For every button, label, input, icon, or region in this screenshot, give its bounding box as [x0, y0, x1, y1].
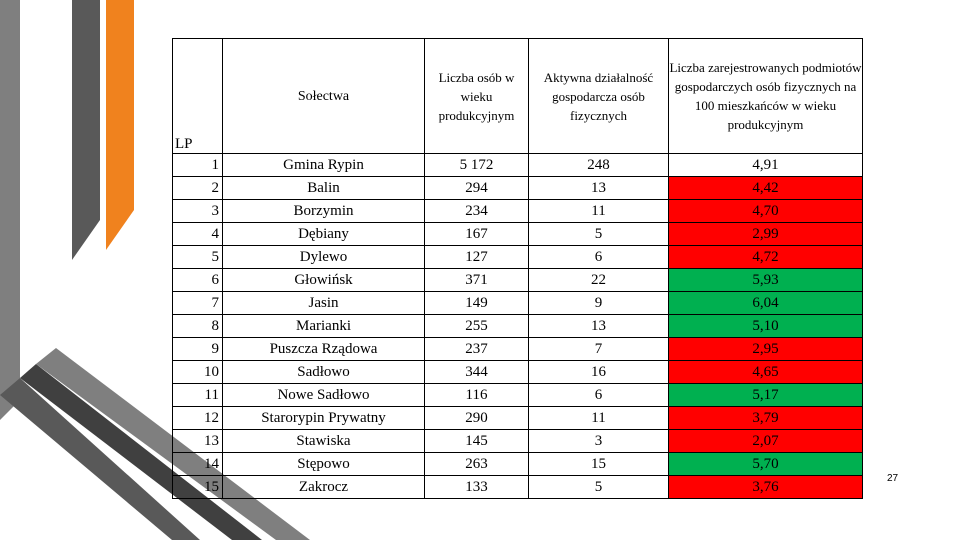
table-row: 10 Sadłowo 344 16 4,65 [172, 360, 863, 384]
table-row: 15 Zakrocz 133 5 3,76 [172, 475, 863, 499]
wiek-produkcyjny-cell: 127 [424, 245, 529, 269]
table-row: 13 Stawiska 145 3 2,07 [172, 429, 863, 453]
aktywna-dzialalnosc-cell: 5 [528, 222, 669, 246]
lp-cell: 10 [172, 360, 223, 384]
aktywna-dzialalnosc-cell: 9 [528, 291, 669, 315]
wiek-produkcyjny-cell: 344 [424, 360, 529, 384]
solectwo-cell: Głowińsk [222, 268, 425, 292]
wiek-produkcyjny-cell: 237 [424, 337, 529, 361]
wiek-produkcyjny-cell: 116 [424, 383, 529, 407]
lp-cell: 14 [172, 452, 223, 476]
aktywna-dzialalnosc-cell: 16 [528, 360, 669, 384]
table-row: 9 Puszcza Rządowa 237 7 2,95 [172, 337, 863, 361]
liczba-zarejestrowanych-cell: 3,79 [668, 406, 863, 430]
aktywna-dzialalnosc-cell: 13 [528, 314, 669, 338]
statistics-table: LP Sołectwa Liczba osób w wieku produkcy… [172, 38, 863, 499]
solectwo-cell: Zakrocz [222, 475, 425, 499]
aktywna-dzialalnosc-cell: 6 [528, 383, 669, 407]
table-row: 4 Dębiany 167 5 2,99 [172, 222, 863, 246]
aktywna-dzialalnosc-cell: 6 [528, 245, 669, 269]
solectwo-cell: Sadłowo [222, 360, 425, 384]
lp-cell: 9 [172, 337, 223, 361]
wiek-produkcyjny-cell: 234 [424, 199, 529, 223]
aktywna-dzialalnosc-cell: 5 [528, 475, 669, 499]
table-row: 14 Stępowo 263 15 5,70 [172, 452, 863, 476]
wiek-produkcyjny-cell: 149 [424, 291, 529, 315]
solectwo-cell: Marianki [222, 314, 425, 338]
page-number: 27 [887, 473, 899, 484]
header-wiek-produkcyjny: Liczba osób w wieku produkcyjnym [424, 38, 529, 154]
aktywna-dzialalnosc-cell: 7 [528, 337, 669, 361]
lp-cell: 3 [172, 199, 223, 223]
aktywna-dzialalnosc-cell: 248 [528, 153, 669, 177]
lp-cell: 15 [172, 475, 223, 499]
lp-cell: 6 [172, 268, 223, 292]
lp-cell: 8 [172, 314, 223, 338]
header-lp: LP [172, 38, 223, 154]
lp-cell: 1 [172, 153, 223, 177]
lp-cell: 4 [172, 222, 223, 246]
wiek-produkcyjny-cell: 167 [424, 222, 529, 246]
liczba-zarejestrowanych-cell: 4,65 [668, 360, 863, 384]
aktywna-dzialalnosc-cell: 3 [528, 429, 669, 453]
table-row: 1 Gmina Rypin 5 172 248 4,91 [172, 153, 863, 177]
solectwo-cell: Balin [222, 176, 425, 200]
solectwo-cell: Nowe Sadłowo [222, 383, 425, 407]
liczba-zarejestrowanych-cell: 4,70 [668, 199, 863, 223]
table-row: 5 Dylewo 127 6 4,72 [172, 245, 863, 269]
liczba-zarejestrowanych-cell: 5,17 [668, 383, 863, 407]
liczba-zarejestrowanych-cell: 2,07 [668, 429, 863, 453]
aktywna-dzialalnosc-cell: 22 [528, 268, 669, 292]
table-row: 2 Balin 294 13 4,42 [172, 176, 863, 200]
lp-cell: 5 [172, 245, 223, 269]
header-liczba-zarejestrowanych: Liczba zarejestrowanych podmiotów gospod… [668, 38, 863, 154]
wiek-produkcyjny-cell: 255 [424, 314, 529, 338]
aktywna-dzialalnosc-cell: 13 [528, 176, 669, 200]
wiek-produkcyjny-cell: 290 [424, 406, 529, 430]
solectwo-cell: Starorypin Prywatny [222, 406, 425, 430]
liczba-zarejestrowanych-cell: 4,72 [668, 245, 863, 269]
wiek-produkcyjny-cell: 294 [424, 176, 529, 200]
table-row: 11 Nowe Sadłowo 116 6 5,17 [172, 383, 863, 407]
wiek-produkcyjny-cell: 5 172 [424, 153, 529, 177]
wiek-produkcyjny-cell: 263 [424, 452, 529, 476]
table-row: 3 Borzymin 234 11 4,70 [172, 199, 863, 223]
wiek-produkcyjny-cell: 371 [424, 268, 529, 292]
table-row: 12 Starorypin Prywatny 290 11 3,79 [172, 406, 863, 430]
liczba-zarejestrowanych-cell: 5,93 [668, 268, 863, 292]
lp-cell: 2 [172, 176, 223, 200]
solectwo-cell: Gmina Rypin [222, 153, 425, 177]
table-row: 7 Jasin 149 9 6,04 [172, 291, 863, 315]
wiek-produkcyjny-cell: 145 [424, 429, 529, 453]
liczba-zarejestrowanych-cell: 3,76 [668, 475, 863, 499]
liczba-zarejestrowanych-cell: 4,91 [668, 153, 863, 177]
lp-cell: 11 [172, 383, 223, 407]
aktywna-dzialalnosc-cell: 15 [528, 452, 669, 476]
solectwo-cell: Stawiska [222, 429, 425, 453]
wiek-produkcyjny-cell: 133 [424, 475, 529, 499]
liczba-zarejestrowanych-cell: 5,10 [668, 314, 863, 338]
solectwo-cell: Dylewo [222, 245, 425, 269]
lp-cell: 7 [172, 291, 223, 315]
solectwo-cell: Jasin [222, 291, 425, 315]
lp-cell: 12 [172, 406, 223, 430]
liczba-zarejestrowanych-cell: 2,95 [668, 337, 863, 361]
table-row: 8 Marianki 255 13 5,10 [172, 314, 863, 338]
solectwo-cell: Dębiany [222, 222, 425, 246]
lp-cell: 13 [172, 429, 223, 453]
liczba-zarejestrowanych-cell: 5,70 [668, 452, 863, 476]
liczba-zarejestrowanych-cell: 6,04 [668, 291, 863, 315]
solectwo-cell: Stępowo [222, 452, 425, 476]
header-aktywna-dzialalnosc: Aktywna działalność gospodarcza osób fiz… [528, 38, 669, 154]
liczba-zarejestrowanych-cell: 2,99 [668, 222, 863, 246]
table-row: 6 Głowińsk 371 22 5,93 [172, 268, 863, 292]
solectwo-cell: Puszcza Rządowa [222, 337, 425, 361]
table-header-row: LP Sołectwa Liczba osób w wieku produkcy… [172, 38, 863, 154]
aktywna-dzialalnosc-cell: 11 [528, 406, 669, 430]
liczba-zarejestrowanych-cell: 4,42 [668, 176, 863, 200]
header-solectwa: Sołectwa [222, 38, 425, 154]
solectwo-cell: Borzymin [222, 199, 425, 223]
aktywna-dzialalnosc-cell: 11 [528, 199, 669, 223]
